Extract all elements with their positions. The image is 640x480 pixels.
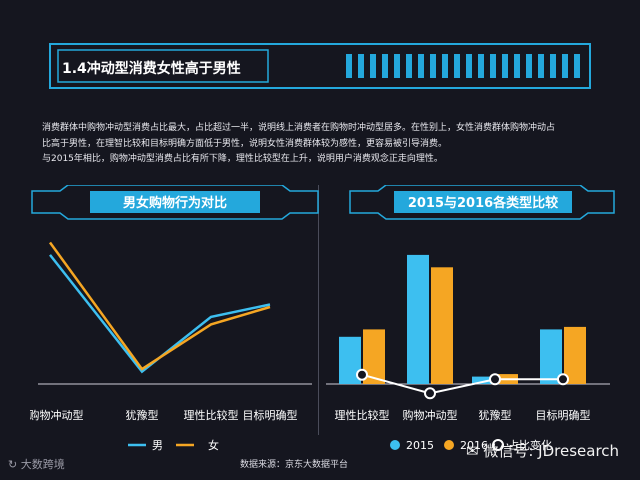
legend-label: 2015 — [406, 439, 434, 452]
logo-text: 大数跨境 — [20, 458, 65, 471]
bar-2015 — [339, 336, 361, 384]
x-tick-label: 目标明确型 — [243, 408, 298, 422]
description-line: 消费群体中购物冲动型消费占比最大，占比超过一半，说明线上消费者在购物时冲动型居多… — [42, 123, 556, 133]
bar-2015 — [407, 254, 429, 384]
watermark: ✉ 微信号: JDresearch — [466, 440, 619, 461]
x-tick-label: 犹豫型 — [126, 408, 159, 422]
page-title: 1.4冲动型消费女性高于男性 — [62, 61, 241, 77]
x-tick-label: 理性比较型 — [184, 408, 239, 422]
series-line-male — [49, 254, 271, 374]
series-line-female — [48, 241, 271, 371]
legend-swatch-2016 — [444, 440, 454, 450]
bar-2016 — [363, 329, 385, 384]
change-line — [361, 373, 563, 395]
data-source: 数据来源：京东大数据平台 — [240, 460, 349, 470]
x-tick-label: 犹豫型 — [479, 408, 512, 422]
change-point — [489, 373, 501, 386]
legend-label: 女 — [208, 438, 219, 452]
legend-label: 男 — [152, 439, 163, 452]
x-tick-label: 购物冲动型 — [403, 408, 458, 422]
legend-swatch-2015 — [390, 440, 400, 450]
description: 消费群体中购物冲动型消费占比最大，占比超过一半，说明线上消费者在购物时冲动型居多… — [42, 121, 602, 168]
bar-2015 — [540, 329, 562, 384]
change-point — [356, 368, 368, 381]
change-point — [424, 387, 436, 400]
title-banner — [49, 43, 591, 89]
logo-icon: ↻ — [8, 458, 21, 471]
legend-swatch-change — [492, 439, 504, 451]
wechat-icon: ✉ — [466, 442, 484, 460]
x-tick-label: 理性比较型 — [335, 408, 390, 422]
line-chart: 男女购物行为对比 购物冲动型 犹豫型 理性比较型 目标明确型 男 女 — [30, 185, 319, 452]
watermark-text: 微信号: JDresearch — [483, 442, 620, 460]
bar-2016 — [431, 267, 453, 384]
bar-2016 — [564, 326, 586, 384]
x-tick-label: 购物冲动型 — [30, 408, 84, 422]
legend-label: 2016 — [460, 439, 488, 452]
description-line: 比高于男性，在理智比较和目标明确方面低于男性，说明女性消费群体较为感性，更容易被… — [42, 138, 448, 149]
chart-header-frame — [349, 185, 615, 220]
legend-label: 占比变化 — [508, 438, 552, 452]
legend: 2015 2016 占比变化 — [390, 438, 552, 452]
chart-title: 男女购物行为对比 — [123, 195, 227, 211]
chart-divider — [318, 185, 319, 435]
chart-header-frame — [31, 185, 319, 220]
brand-logo: ↻ 大数跨境 — [8, 456, 65, 472]
bar-chart: 2015与2016各类型比较 理性比较型 购物冲动型 犹豫型 目标明确型 2015 2… — [326, 185, 615, 452]
bar-2015 — [472, 376, 494, 384]
x-tick-label: 目标明确型 — [536, 408, 591, 422]
description-line: 与2015年相比，购物冲动型消费占比有所下降，理性比较型在上升，说明用户消费观念… — [42, 154, 443, 164]
chart-title: 2015与2016各类型比较 — [408, 195, 558, 211]
legend: 男 女 — [128, 438, 219, 452]
change-point — [557, 373, 569, 386]
